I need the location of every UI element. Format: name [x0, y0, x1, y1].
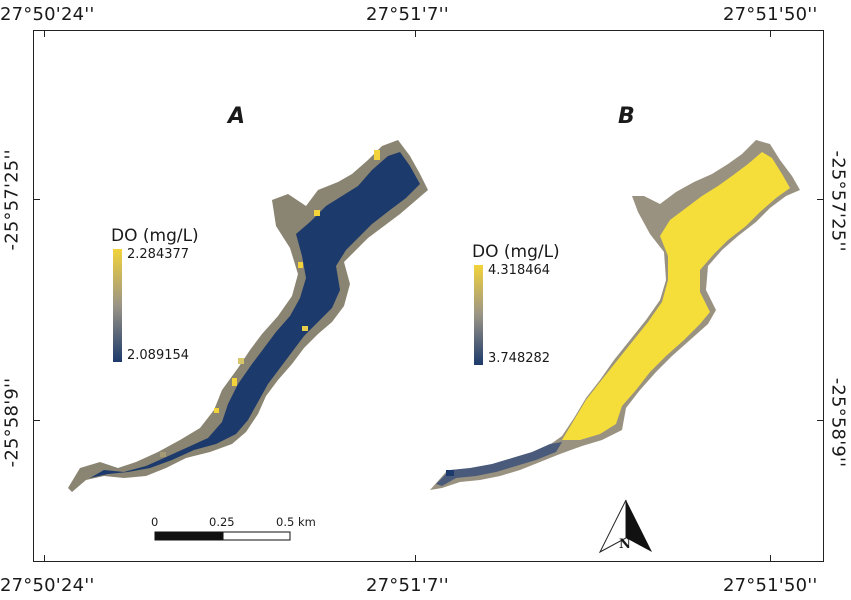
- tick-bottom-3: [770, 555, 771, 562]
- tick-top-2: [415, 30, 416, 37]
- coord-bottom-2: 27°51'7'': [366, 575, 449, 596]
- tick-right-1: [817, 199, 824, 200]
- coord-top-2: 27°51'7'': [366, 4, 449, 25]
- legend-b-max: 4.318464: [488, 263, 551, 278]
- coord-top-1: 27°50'24'': [0, 4, 95, 25]
- legend-b-min: 3.748282: [488, 351, 551, 366]
- coord-bottom-1: 27°50'24'': [0, 575, 95, 596]
- legend-a-max: 2.284377: [127, 247, 190, 262]
- coord-top-3: 27°51'50'': [723, 4, 818, 25]
- legend-b-ramp: [474, 265, 483, 365]
- legend-a-title: DO (mg/L): [111, 226, 199, 246]
- scale-label-05km: 0.5 km: [276, 515, 316, 529]
- tick-top-3: [770, 30, 771, 37]
- north-label: N: [619, 537, 631, 552]
- tick-right-2: [817, 420, 824, 421]
- scale-label-0: 0: [151, 515, 159, 529]
- scale-label-025: 0.25: [209, 515, 235, 529]
- tick-left-1: [33, 199, 40, 200]
- tick-bottom-2: [415, 555, 416, 562]
- reservoir-b: [430, 140, 800, 490]
- legend-a-min: 2.089154: [127, 348, 190, 363]
- scale-bar: [154, 531, 291, 541]
- legend-a-ramp: [113, 249, 122, 362]
- panel-a-label: A: [228, 104, 246, 129]
- map-frame: [33, 30, 824, 562]
- coord-bottom-3: 27°51'50'': [723, 575, 818, 596]
- legend-b-title: DO (mg/L): [472, 242, 560, 262]
- reservoir-a: [68, 140, 428, 492]
- north-arrow-icon: [598, 499, 652, 554]
- tick-left-2: [33, 420, 40, 421]
- panel-b-label: B: [618, 104, 635, 129]
- tick-top-1: [44, 30, 45, 37]
- tick-bottom-1: [44, 555, 45, 562]
